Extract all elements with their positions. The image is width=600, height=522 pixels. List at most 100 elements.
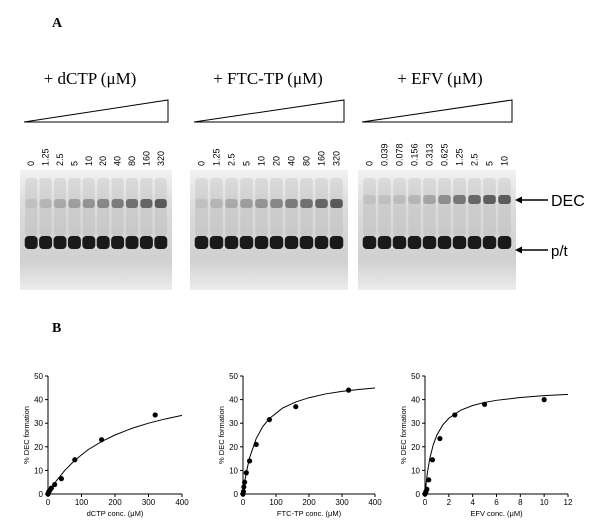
lane-label: 1.25 (455, 148, 465, 166)
data-point (293, 404, 299, 410)
lane-label: 5 (242, 161, 252, 166)
x-tick-label: 12 (564, 498, 573, 507)
data-point (243, 470, 249, 476)
data-point (241, 484, 247, 490)
lane-label: 1.25 (212, 148, 222, 166)
pt-band (194, 236, 209, 249)
pt-band (362, 236, 377, 249)
dec-band (315, 199, 328, 208)
lane-smear (97, 178, 110, 236)
dec-band (225, 199, 238, 208)
x-tick-label: 300 (335, 498, 349, 507)
lane-smear (393, 178, 406, 236)
dec-band (483, 195, 496, 204)
dec-band (378, 195, 391, 204)
lane-label: 80 (302, 156, 312, 166)
data-point (240, 489, 247, 495)
pt-band (239, 236, 254, 249)
dec-band (140, 199, 153, 208)
dec-band (300, 199, 313, 208)
lane-smear (39, 178, 52, 236)
pt-band (254, 236, 269, 249)
x-tick-label: 400 (368, 498, 382, 507)
pt-band (437, 236, 452, 249)
pt-band (467, 236, 482, 249)
group-title: + EFV (μM) (397, 69, 482, 88)
y-tick-label: 40 (34, 396, 43, 405)
lane-smear (25, 178, 38, 236)
dec-band (240, 199, 253, 208)
data-point (481, 401, 488, 407)
dec-band (255, 199, 268, 208)
data-point (541, 397, 547, 403)
dec-band (330, 199, 343, 208)
wedge (23, 99, 169, 123)
pt-band (284, 236, 299, 249)
group-title: + dCTP (μM) (44, 69, 137, 88)
x-tick-label: 4 (470, 498, 475, 507)
pt-band (329, 236, 344, 249)
y-tick-label: 20 (411, 443, 420, 452)
data-point (253, 441, 259, 448)
dec-band (270, 199, 283, 208)
y-axis-title: % DEC formation (399, 406, 408, 464)
dec-band (468, 195, 481, 204)
dec-band (498, 195, 511, 204)
y-axis-title: % DEC formation (22, 406, 31, 464)
x-tick-label: 6 (494, 498, 499, 507)
pt-band (67, 236, 81, 249)
data-point (424, 486, 430, 492)
dec-band (53, 199, 67, 208)
data-point (99, 437, 105, 443)
pt-band (269, 236, 284, 249)
dec-band (210, 199, 223, 208)
y-axis-title: % DEC formation (217, 406, 226, 464)
data-point (242, 479, 248, 485)
dec-band (363, 195, 376, 204)
dec-band (39, 199, 52, 208)
lane-label: 5 (69, 161, 79, 166)
dec-band (25, 199, 38, 208)
y-tick-label: 30 (411, 419, 420, 428)
pt-band (53, 236, 67, 249)
y-tick-label: 50 (411, 372, 420, 381)
y-tick-label: 20 (229, 443, 238, 452)
wedge (361, 99, 513, 123)
lane-label: 10 (500, 156, 510, 166)
gel-background (190, 170, 348, 290)
y-tick-label: 10 (34, 466, 43, 475)
pt-band (82, 236, 96, 249)
lane-label: 0.313 (425, 143, 435, 166)
dec-band (97, 199, 110, 208)
x-tick-label: 0 (423, 498, 428, 507)
lane-smear (483, 178, 496, 236)
y-tick-label: 0 (416, 490, 421, 499)
lane-smear (111, 178, 124, 236)
pt-band (24, 236, 38, 249)
x-tick-label: 0 (46, 498, 51, 507)
y-tick-label: 50 (34, 372, 43, 381)
data-point (52, 481, 58, 488)
arrow-head (515, 196, 522, 204)
panel-label: A (52, 16, 63, 31)
x-axis-title: FTC-TP conc. (μM) (277, 509, 342, 518)
lane-label: 0.078 (395, 143, 405, 166)
y-tick-label: 50 (229, 372, 238, 381)
fit-curve (424, 393, 569, 495)
lane-smear (285, 178, 298, 236)
x-tick-label: 200 (108, 498, 122, 507)
dec-band (125, 199, 139, 208)
lane-label: 160 (141, 151, 151, 166)
pt-band (299, 236, 314, 249)
x-tick-label: 200 (302, 498, 316, 507)
lane-smear (195, 178, 208, 236)
dec-band (68, 199, 81, 208)
data-point (437, 435, 443, 442)
dec-band (82, 199, 95, 208)
data-point (152, 412, 158, 418)
lane-label: 40 (287, 156, 297, 166)
lane-label: 320 (156, 151, 166, 166)
y-tick-label: 0 (39, 490, 44, 499)
lane-label: 0 (365, 161, 375, 166)
lane-label: 2.5 (470, 153, 480, 166)
